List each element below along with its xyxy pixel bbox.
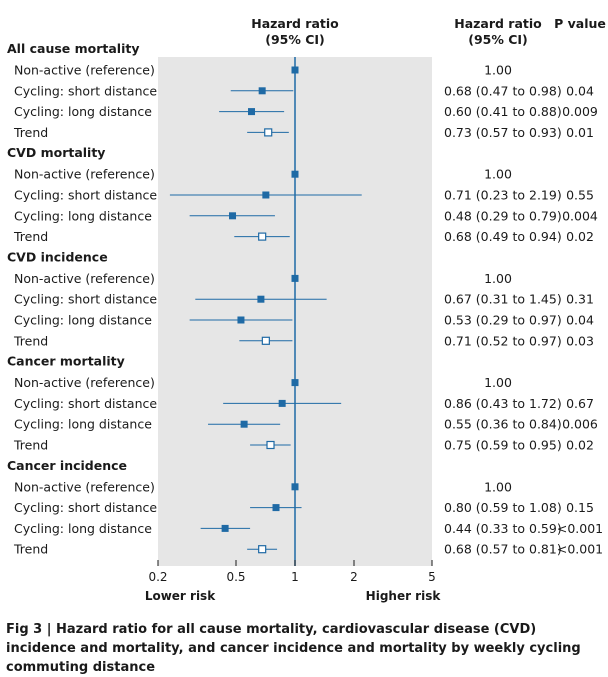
p-value: <0.001 (557, 542, 603, 557)
hr-value: 0.75 (0.59 to 0.95) (444, 438, 562, 453)
hr-column-title-line: (95% CI) (468, 32, 528, 47)
caption-text: Hazard ratio for all cause mortality, ca… (6, 622, 581, 675)
forest-plot: Hazard ratio(95% CI)Hazard ratio(95% CI)… (7, 16, 606, 603)
p-value: <0.001 (557, 521, 603, 536)
row-label: Non-active (reference) (14, 63, 155, 78)
p-value: 0.04 (566, 313, 594, 328)
hr-value: 0.44 (0.33 to 0.59) (444, 521, 562, 536)
p-value: 0.67 (566, 396, 594, 411)
hr-value: 0.67 (0.31 to 1.45) (444, 292, 562, 307)
hr-value: 1.00 (484, 63, 512, 78)
axis-title-line: (95% CI) (265, 32, 325, 47)
trend-marker (266, 440, 275, 450)
p-value: 0.004 (562, 208, 598, 223)
p-value: 0.01 (566, 125, 594, 140)
row-label: Cycling: long distance (14, 313, 152, 328)
row-label: Trend (13, 438, 48, 453)
forest-rows: All cause mortality Non-active (reference… (7, 41, 603, 557)
hr-marker (240, 420, 248, 428)
hr-value: 1.00 (484, 271, 512, 286)
figure-caption: Fig 3 | Hazard ratio for all cause morta… (6, 620, 602, 677)
tick-label: 0.2 (148, 570, 167, 584)
group-label: Cancer mortality (7, 354, 125, 369)
caption-separator: | (42, 622, 57, 637)
hr-value: 0.60 (0.41 to 0.88) (444, 104, 562, 119)
p-column-title: P value (554, 16, 606, 31)
group-label: CVD mortality (7, 145, 105, 160)
row-label: Cycling: short distance (14, 396, 157, 411)
p-value: 0.31 (566, 292, 594, 307)
hr-value: 0.71 (0.23 to 2.19) (444, 188, 562, 203)
hr-marker (262, 191, 270, 199)
row-label: Cycling: long distance (14, 208, 152, 223)
tick-label: 5 (428, 570, 436, 584)
row-label: Trend (13, 542, 48, 557)
row-label: Cycling: long distance (14, 417, 152, 432)
row-label: Cycling: short distance (14, 292, 157, 307)
p-value: 0.009 (562, 104, 598, 119)
hr-marker (257, 295, 265, 303)
tick-label: 1 (291, 570, 299, 584)
p-value: 0.02 (566, 229, 594, 244)
group-label: CVD incidence (7, 249, 108, 264)
p-value: 0.04 (566, 83, 594, 98)
lower-risk-label: Lower risk (145, 589, 216, 603)
p-value: 0.006 (562, 417, 598, 432)
row-label: Non-active (reference) (14, 375, 155, 390)
hr-marker (258, 87, 266, 95)
hr-marker (221, 524, 229, 532)
tick-label: 2 (350, 570, 358, 584)
hr-value: 0.73 (0.57 to 0.93) (444, 125, 562, 140)
hr-value: 0.80 (0.59 to 1.08) (444, 500, 562, 515)
trend-marker (258, 545, 267, 554)
row-label: Cycling: short distance (14, 188, 157, 203)
trend-marker (264, 128, 273, 137)
p-value: 0.55 (566, 188, 594, 203)
hr-value: 1.00 (484, 167, 512, 182)
hr-marker (278, 399, 286, 407)
hr-value: 0.55 (0.36 to 0.84) (444, 417, 562, 432)
row-label: Cycling: long distance (14, 104, 152, 119)
group-label: Cancer incidence (7, 458, 127, 473)
x-axis: 0.2 0.5 1 2 5 Lower risk Higher risk (145, 57, 442, 603)
column-headers: Hazard ratio(95% CI)Hazard ratio(95% CI)… (251, 16, 606, 47)
hr-value: 0.48 (0.29 to 0.79) (444, 208, 562, 223)
row-label: Trend (13, 229, 48, 244)
hr-value: 0.53 (0.29 to 0.97) (444, 313, 562, 328)
hr-value: 0.68 (0.47 to 0.98) (444, 83, 562, 98)
trend-marker (258, 232, 267, 241)
row-label: Cycling: short distance (14, 83, 157, 98)
hr-column-title-line: Hazard ratio (454, 16, 542, 31)
hr-value: 1.00 (484, 479, 512, 494)
p-value: 0.15 (566, 500, 594, 515)
hr-value: 0.71 (0.52 to 0.97) (444, 333, 562, 348)
row-label: Trend (13, 125, 48, 140)
higher-risk-label: Higher risk (366, 589, 442, 603)
hr-marker (248, 108, 256, 116)
hr-value: 0.86 (0.43 to 1.72) (444, 396, 562, 411)
figure-number: Fig 3 (6, 622, 43, 637)
row-label: Trend (13, 333, 48, 348)
row-label: Non-active (reference) (14, 479, 155, 494)
row-label: Non-active (reference) (14, 167, 155, 182)
hr-value: 0.68 (0.57 to 0.81) (444, 542, 562, 557)
trend-marker (261, 336, 270, 345)
axis-title-line: Hazard ratio (251, 16, 339, 31)
hr-value: 1.00 (484, 375, 512, 390)
hr-marker (229, 212, 237, 220)
hr-marker (272, 504, 280, 512)
p-value: 0.02 (566, 438, 594, 453)
p-value: 0.03 (566, 333, 594, 348)
group-label: All cause mortality (7, 41, 140, 56)
hr-marker (237, 316, 245, 324)
hr-value: 0.68 (0.49 to 0.94) (444, 229, 562, 244)
tick-label: 0.5 (226, 570, 245, 584)
row-label: Cycling: short distance (14, 500, 157, 515)
row-label: Non-active (reference) (14, 271, 155, 286)
row-label: Cycling: long distance (14, 521, 152, 536)
